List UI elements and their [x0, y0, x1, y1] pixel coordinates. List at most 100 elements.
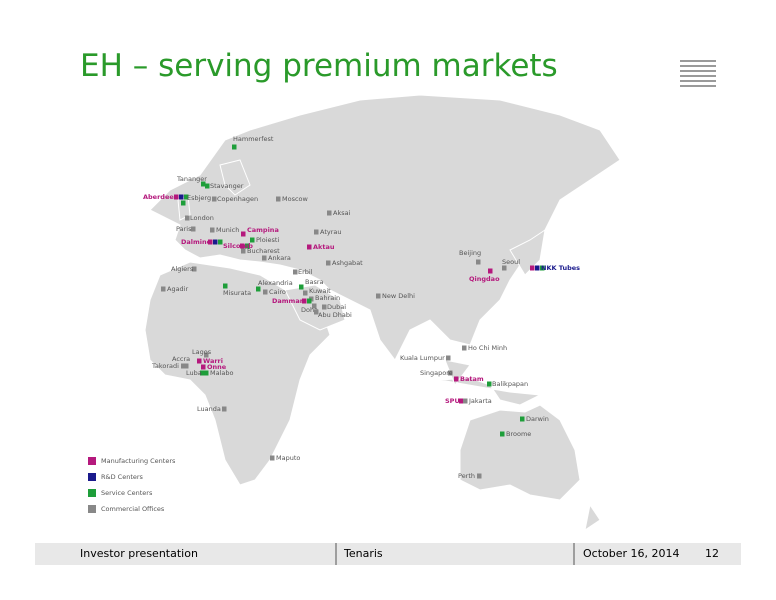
location-marker	[232, 144, 237, 150]
location-marker	[200, 370, 205, 376]
location-label: Basra	[305, 278, 324, 286]
footer-bar	[35, 543, 741, 565]
location-label: Misurata	[223, 289, 251, 297]
location-marker	[462, 345, 467, 351]
location-marker	[241, 248, 246, 254]
legend-swatch	[88, 489, 96, 497]
location-marker	[307, 244, 312, 250]
location-label: Abu Dhabi	[318, 311, 352, 319]
location-marker	[174, 194, 179, 200]
location-label: Perth	[458, 472, 475, 480]
location-label: Qingdao	[469, 275, 500, 283]
location-label: Atyrau	[320, 228, 342, 236]
location-marker	[181, 200, 186, 206]
location-label: Campina	[247, 226, 279, 234]
location-marker	[448, 370, 453, 376]
location-marker	[303, 290, 308, 296]
location-marker	[326, 260, 331, 266]
location-marker	[201, 181, 206, 187]
location-label: Dubai	[327, 303, 346, 311]
location-marker	[245, 243, 250, 249]
location-marker	[161, 286, 166, 292]
location-marker	[540, 265, 545, 271]
location-label: Dammam	[272, 297, 307, 305]
location-marker	[204, 370, 209, 376]
location-marker	[213, 239, 218, 245]
location-label: Esbjerg	[187, 194, 211, 202]
location-marker	[179, 194, 184, 200]
location-label: Lagos	[192, 348, 212, 356]
location-marker	[181, 363, 186, 369]
logo	[680, 60, 716, 87]
location-marker	[185, 215, 190, 221]
location-marker	[205, 183, 210, 189]
location-marker	[270, 455, 275, 461]
location-label: Malabo	[210, 369, 234, 377]
location-label: Ho Chi Minh	[468, 344, 507, 352]
location-marker	[293, 269, 298, 275]
location-label: Cairo	[269, 288, 286, 296]
location-label: Broome	[506, 430, 531, 438]
location-label: Munich	[216, 226, 239, 234]
location-marker	[222, 406, 227, 412]
location-marker	[459, 398, 464, 404]
location-marker	[223, 283, 228, 289]
location-marker	[307, 298, 312, 304]
legend-label: R&D Centers	[101, 473, 144, 481]
location-label: Silcotub	[223, 242, 253, 250]
legend-label: Commercial Offices	[101, 505, 165, 513]
location-label: Alexandria	[258, 279, 293, 287]
location-label: New Delhi	[382, 292, 415, 300]
location-label: Ploiesti	[256, 236, 279, 244]
location-label: Erbil	[298, 268, 313, 276]
location-marker	[241, 231, 246, 237]
location-label: Beijing	[459, 249, 481, 257]
location-marker	[218, 239, 223, 245]
location-label: Kuwait	[309, 287, 331, 295]
legend-swatch	[88, 505, 96, 513]
location-marker	[312, 303, 317, 309]
location-label: Algiers	[171, 265, 194, 273]
location-marker	[314, 229, 319, 235]
location-marker	[299, 284, 304, 290]
legend-label: Service Centers	[101, 489, 153, 497]
location-marker	[276, 196, 281, 202]
location-label: Singapore	[420, 369, 453, 377]
location-marker	[210, 227, 215, 233]
location-marker	[530, 265, 535, 271]
location-label: Aberdeen	[143, 193, 179, 201]
location-label: London	[190, 214, 214, 222]
location-label: Ashgabat	[332, 259, 363, 267]
footer-center: Tenaris	[343, 547, 383, 560]
legend: Manufacturing Centers R&D Centers Service …	[88, 457, 176, 513]
location-marker	[250, 237, 255, 243]
legend-label: Manufacturing Centers	[101, 457, 176, 465]
location-marker	[535, 265, 540, 271]
location-label: Onne	[207, 363, 227, 371]
location-label: Maputo	[276, 454, 300, 462]
world-map	[144, 94, 621, 532]
location-marker	[454, 376, 459, 382]
location-marker	[197, 358, 202, 364]
location-marker	[487, 381, 492, 387]
location-label: Aktau	[313, 243, 335, 251]
location-label: Balikpapan	[492, 380, 528, 388]
location-marker	[191, 226, 196, 232]
location-label: NKK Tubes	[541, 264, 580, 272]
location-marker	[184, 363, 189, 369]
legend-swatch	[88, 457, 96, 465]
location-label: Agadir	[167, 285, 188, 293]
location-marker	[204, 352, 209, 358]
location-marker	[327, 210, 332, 216]
location-label: Moscow	[282, 195, 309, 203]
location-marker	[476, 259, 481, 265]
location-label: Paris	[176, 225, 192, 233]
location-label: Dalmine	[181, 238, 212, 246]
location-marker	[488, 268, 493, 274]
location-marker	[302, 298, 307, 304]
location-label: Bucharest	[247, 247, 280, 255]
location-marker	[208, 239, 213, 245]
location-marker	[201, 364, 206, 370]
location-label: Luba	[186, 369, 202, 377]
